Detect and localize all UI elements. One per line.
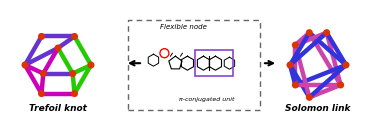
Text: Trefoil knot: Trefoil knot [29,104,87,113]
Circle shape [324,30,330,36]
Circle shape [343,62,349,68]
Text: Flexible node: Flexible node [160,24,207,30]
Circle shape [338,82,344,88]
Circle shape [55,45,61,51]
Circle shape [70,71,76,76]
Circle shape [39,91,44,96]
Circle shape [287,62,293,68]
Circle shape [293,42,298,48]
Text: Solomon link: Solomon link [285,104,351,113]
Circle shape [22,62,28,68]
Circle shape [307,95,312,100]
Circle shape [307,30,312,36]
Circle shape [39,34,44,39]
Circle shape [72,34,77,39]
FancyBboxPatch shape [128,20,260,110]
Circle shape [88,62,94,68]
Text: π-conjugated unit: π-conjugated unit [180,97,235,102]
Circle shape [40,71,46,76]
Circle shape [293,82,298,88]
Circle shape [72,91,77,96]
Circle shape [160,49,169,58]
